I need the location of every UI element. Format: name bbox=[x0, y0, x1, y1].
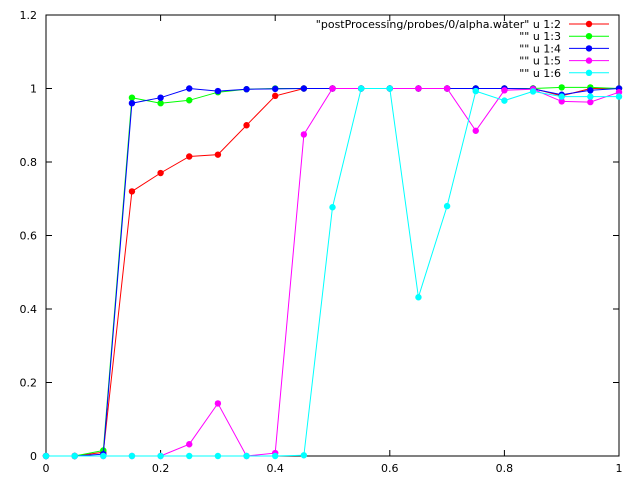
legend-label: "" u 1:4 bbox=[519, 42, 561, 55]
x-tick-label: 0 bbox=[43, 462, 50, 475]
data-point bbox=[128, 452, 136, 460]
y-tick-label: 0.4 bbox=[20, 303, 38, 316]
series-layer bbox=[42, 84, 623, 460]
data-point bbox=[243, 452, 250, 460]
data-point bbox=[42, 452, 50, 460]
y-tick-label: 0.6 bbox=[20, 230, 38, 243]
data-point bbox=[415, 294, 422, 301]
data-point bbox=[157, 100, 164, 107]
data-point bbox=[300, 85, 308, 92]
data-point bbox=[272, 92, 279, 100]
y-tick-label: 0.8 bbox=[20, 156, 38, 169]
y-tick-label: 0 bbox=[30, 450, 37, 463]
data-point bbox=[214, 151, 222, 158]
data-point bbox=[357, 85, 365, 92]
data-point bbox=[472, 87, 479, 95]
series-2 bbox=[42, 84, 623, 460]
x-tick-label: 1 bbox=[616, 462, 623, 475]
data-point bbox=[128, 100, 136, 107]
data-point bbox=[100, 452, 107, 460]
series-line bbox=[46, 88, 619, 457]
data-point bbox=[128, 188, 136, 195]
data-point bbox=[243, 86, 250, 93]
data-point bbox=[214, 87, 222, 95]
data-point bbox=[272, 452, 279, 460]
data-point bbox=[214, 452, 222, 460]
data-point bbox=[329, 204, 336, 211]
legend-swatch-point bbox=[585, 33, 593, 40]
series-line bbox=[46, 88, 619, 457]
legend-swatch-point bbox=[585, 57, 593, 64]
data-point bbox=[587, 87, 594, 94]
data-point bbox=[300, 452, 308, 459]
series-5 bbox=[42, 85, 623, 460]
data-point bbox=[443, 202, 451, 210]
axis-ticks: 0 0.2 0.4 0.6 0.8 1 1.2 0 0.2 0.4 0.6 0.8 1 bbox=[20, 9, 623, 475]
legend-swatch-point bbox=[585, 69, 593, 77]
data-point bbox=[472, 127, 479, 134]
data-point bbox=[71, 452, 78, 460]
data-point bbox=[415, 85, 422, 92]
data-point bbox=[558, 98, 565, 105]
series-line bbox=[46, 87, 620, 457]
data-point bbox=[443, 85, 451, 92]
data-point bbox=[329, 85, 336, 92]
series-line bbox=[46, 88, 620, 457]
data-point bbox=[529, 88, 537, 95]
legend-label: "" u 1:6 bbox=[519, 67, 561, 80]
data-point bbox=[558, 84, 565, 91]
y-tick-label: 1 bbox=[30, 83, 37, 96]
series-line bbox=[46, 86, 620, 457]
data-point bbox=[243, 122, 250, 129]
data-point bbox=[186, 153, 193, 160]
data-point bbox=[128, 94, 136, 101]
data-point bbox=[272, 85, 279, 93]
legend-label: "" u 1:3 bbox=[519, 30, 561, 43]
x-tick-label: 0.2 bbox=[152, 462, 170, 475]
data-point bbox=[615, 88, 623, 96]
data-point bbox=[157, 452, 164, 460]
series-3 bbox=[42, 85, 623, 460]
series-4 bbox=[42, 85, 623, 460]
data-point bbox=[214, 400, 222, 407]
data-point bbox=[587, 93, 594, 100]
data-point bbox=[157, 94, 164, 101]
y-tick-label: 1.2 bbox=[20, 9, 38, 22]
data-point bbox=[501, 87, 508, 94]
series-1 bbox=[42, 85, 623, 460]
data-point bbox=[558, 93, 565, 100]
data-point bbox=[186, 85, 193, 92]
data-point bbox=[186, 452, 193, 460]
legend-swatch-point bbox=[585, 45, 593, 52]
data-point bbox=[186, 441, 193, 448]
plot-frame bbox=[45, 14, 620, 457]
x-tick-label: 0.4 bbox=[266, 462, 284, 475]
data-point bbox=[615, 93, 623, 100]
data-point bbox=[157, 169, 164, 177]
data-point bbox=[501, 97, 508, 104]
x-tick-label: 0.6 bbox=[381, 462, 399, 475]
data-point bbox=[186, 97, 193, 104]
legend-label: "postProcessing/probes/0/alpha.water" u … bbox=[316, 18, 561, 31]
data-point bbox=[386, 85, 393, 92]
legend-label: "" u 1:5 bbox=[519, 55, 561, 68]
data-point bbox=[300, 131, 308, 138]
x-tick-label: 0.8 bbox=[496, 462, 514, 475]
legend-swatch-point bbox=[585, 20, 593, 28]
data-point bbox=[587, 98, 594, 106]
y-tick-label: 0.2 bbox=[20, 377, 38, 390]
legend: "postProcessing/probes/0/alpha.water" u … bbox=[316, 18, 609, 80]
